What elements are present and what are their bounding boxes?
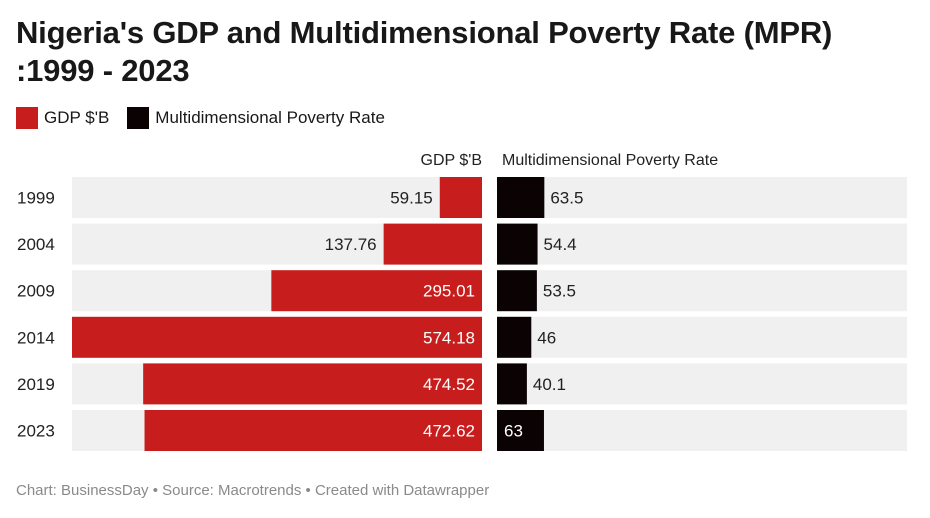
gdp-value-label: 59.15 [390, 189, 433, 208]
gdp-bar [144, 410, 482, 451]
gdp-value-label: 474.52 [423, 375, 475, 394]
legend: GDP $'B Multidimensional Poverty Rate [16, 107, 403, 129]
year-label: 2023 [17, 422, 55, 441]
mpr-bar [497, 270, 537, 312]
column-header-mpr: Multidimensional Poverty Rate [502, 152, 718, 169]
mpr-track [497, 177, 907, 218]
mpr-track [497, 410, 907, 451]
mpr-value-label: 40.1 [533, 375, 566, 394]
gdp-bar [271, 270, 482, 312]
mpr-value-label: 63 [504, 422, 523, 441]
gdp-value-label: 295.01 [423, 282, 475, 301]
mpr-bar [497, 177, 545, 218]
column-header-gdp: GDP $'B [421, 152, 482, 169]
mpr-bar [497, 363, 527, 405]
year-label: 1999 [17, 189, 55, 208]
year-label: 2009 [17, 282, 55, 301]
legend-label-gdp: GDP $'B [44, 108, 110, 127]
mpr-track [497, 223, 907, 265]
gdp-bar [439, 177, 482, 218]
mpr-value-label: 53.5 [543, 282, 576, 301]
year-label: 2019 [17, 375, 55, 394]
year-label: 2004 [17, 235, 55, 254]
legend-item-mpr: Multidimensional Poverty Rate [127, 107, 385, 129]
mpr-bar [497, 410, 544, 451]
mpr-track [497, 270, 907, 312]
mpr-bar [497, 316, 532, 358]
mpr-value-label: 54.4 [544, 235, 577, 254]
gdp-value-label: 137.76 [325, 235, 377, 254]
gdp-value-label: 472.62 [423, 422, 475, 441]
mpr-bar [497, 223, 538, 265]
gdp-bar [72, 316, 482, 358]
legend-swatch-gdp [16, 107, 38, 129]
gdp-bar [143, 363, 482, 405]
chart-title: Nigeria's GDP and Multidimensional Pover… [16, 15, 833, 88]
mpr-value-label: 46 [537, 328, 556, 347]
mpr-value-label: 63.5 [550, 189, 583, 208]
chart-footer: Chart: BusinessDay • Source: Macrotrends… [16, 482, 490, 499]
year-label: 2014 [17, 328, 55, 347]
gdp-bar [383, 223, 482, 265]
legend-swatch-mpr [127, 107, 150, 129]
mpr-track [497, 363, 907, 405]
legend-item-gdp: GDP $'B [16, 107, 109, 129]
legend-label-mpr: Multidimensional Poverty Rate [155, 108, 385, 127]
gdp-track [72, 177, 482, 218]
gdp-value-label: 574.18 [423, 328, 475, 347]
mpr-track [497, 316, 907, 358]
